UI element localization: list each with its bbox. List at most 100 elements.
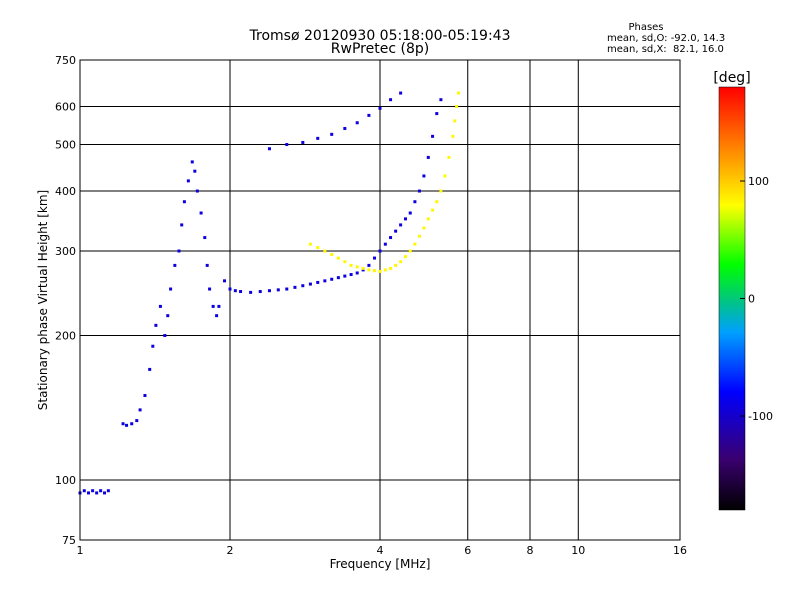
data-point — [316, 246, 320, 250]
x-tick-label: 2 — [227, 544, 234, 557]
data-point — [422, 226, 426, 230]
data-point — [403, 255, 407, 259]
data-point — [435, 112, 439, 116]
data-point — [205, 263, 209, 267]
data-point — [267, 289, 271, 293]
data-point — [343, 126, 347, 130]
phases-title: Phases — [628, 22, 663, 33]
data-point — [193, 169, 197, 173]
data-point — [301, 140, 305, 144]
chart-title: Tromsø 20120930 05:18:00-05:19:43 — [249, 28, 511, 44]
data-point — [135, 419, 139, 423]
x-tick-label: 4 — [377, 544, 384, 557]
data-point — [367, 113, 371, 117]
data-point — [166, 314, 170, 318]
data-point — [138, 408, 142, 412]
y-tick-label: 200 — [55, 330, 76, 343]
data-point — [378, 249, 382, 253]
scatter-points — [78, 91, 461, 495]
data-point — [399, 260, 403, 264]
data-point — [399, 223, 403, 227]
data-point — [199, 211, 203, 215]
data-point — [323, 279, 327, 283]
x-tick-label: 8 — [527, 544, 534, 557]
data-point — [190, 160, 194, 164]
colorbar-tick-label: 0 — [748, 293, 755, 306]
data-point — [417, 189, 421, 193]
data-point — [431, 134, 435, 138]
data-point — [399, 91, 403, 95]
data-point — [426, 217, 430, 221]
y-axis-label: Stationary phase Virtual Height [km] — [36, 190, 50, 410]
colorbar: [deg] 100 0 -100 — [713, 70, 773, 511]
data-point — [125, 423, 129, 427]
y-tick-label: 100 — [55, 474, 76, 487]
y-tick-labels: 75 100 200 300 400 500 600 750 — [55, 54, 76, 547]
data-point — [211, 304, 215, 308]
data-point — [457, 91, 461, 95]
x-tick-label: 1 — [77, 544, 84, 557]
data-point — [361, 266, 365, 270]
data-point — [301, 284, 305, 288]
colorbar-ticks: 100 0 -100 — [740, 175, 773, 423]
y-tick-label: 400 — [55, 185, 76, 198]
data-point — [267, 147, 271, 151]
data-point — [316, 280, 320, 284]
data-point — [151, 344, 155, 348]
data-point — [95, 491, 99, 495]
data-point — [403, 217, 407, 221]
data-point — [378, 269, 382, 273]
data-point — [308, 282, 312, 286]
y-tick-label: 600 — [55, 101, 76, 114]
data-point — [186, 179, 190, 183]
data-point — [82, 489, 86, 493]
data-point — [361, 268, 365, 272]
x-tick-labels: 1 2 4 6 8 10 16 — [77, 544, 688, 557]
data-point — [330, 277, 334, 281]
data-point — [349, 273, 353, 277]
data-point — [355, 265, 359, 269]
data-point — [276, 288, 280, 292]
data-point — [336, 256, 340, 260]
data-point — [426, 155, 430, 159]
data-point — [143, 394, 147, 398]
data-point — [177, 249, 181, 253]
data-point — [249, 290, 253, 294]
data-point — [239, 290, 243, 294]
data-point — [203, 236, 207, 240]
data-point — [103, 491, 107, 495]
data-point — [349, 263, 353, 267]
data-point — [308, 242, 312, 246]
data-point — [355, 121, 359, 125]
data-point — [447, 155, 451, 159]
data-point — [223, 279, 227, 283]
data-point — [431, 208, 435, 212]
data-point — [343, 260, 347, 264]
data-point — [233, 289, 237, 293]
plot-frame — [79, 59, 681, 541]
data-point — [148, 367, 152, 371]
data-point — [422, 174, 426, 178]
data-point — [163, 334, 167, 338]
data-point — [439, 98, 443, 102]
data-point — [417, 234, 421, 238]
chart-subtitle: RwPretec (8p) — [331, 41, 429, 57]
data-point — [208, 287, 212, 291]
data-point — [182, 200, 186, 204]
data-point — [355, 271, 359, 275]
data-point — [413, 242, 417, 246]
data-point — [173, 263, 177, 267]
data-point — [453, 119, 457, 123]
data-point — [378, 106, 382, 110]
data-point — [383, 268, 387, 272]
data-point — [195, 189, 199, 193]
data-point — [336, 276, 340, 280]
x-tick-label: 10 — [571, 544, 585, 557]
data-point — [158, 304, 162, 308]
data-point — [316, 136, 320, 140]
data-point — [373, 269, 377, 273]
data-point — [323, 249, 327, 253]
data-point — [373, 256, 377, 260]
data-point — [389, 236, 393, 240]
data-point — [169, 287, 173, 291]
